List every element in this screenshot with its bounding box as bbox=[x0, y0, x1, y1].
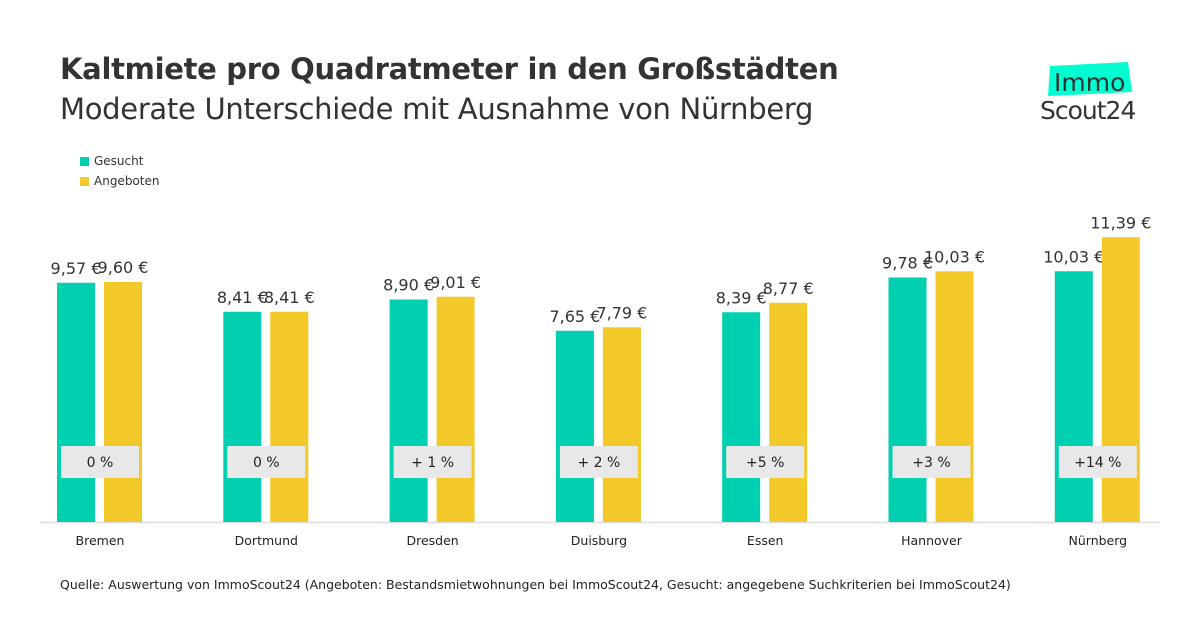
data-label: 8,77 € bbox=[763, 279, 814, 298]
data-label: 9,57 € bbox=[51, 259, 102, 278]
x-tick-label: Dresden bbox=[406, 533, 458, 548]
difference-badge bbox=[61, 446, 139, 478]
difference-badge bbox=[559, 446, 638, 478]
bar-gesucht bbox=[722, 312, 761, 522]
legend-swatch bbox=[80, 176, 89, 186]
chart-subtitle: Moderate Unterschiede mit Ausnahme von N… bbox=[60, 92, 814, 126]
difference-label: +3 % bbox=[912, 455, 950, 471]
difference-label: 0 % bbox=[87, 455, 114, 471]
bar-gesucht bbox=[888, 277, 927, 522]
svg-text:Scout24: Scout24 bbox=[1040, 96, 1135, 124]
data-label: 8,41 € bbox=[264, 288, 315, 307]
data-label: 8,41 € bbox=[217, 288, 268, 307]
bar-angeboten bbox=[436, 296, 475, 522]
data-label: 8,90 € bbox=[383, 276, 434, 295]
bar-angeboten bbox=[602, 327, 641, 522]
legend: Gesucht Angeboten bbox=[80, 151, 159, 191]
data-label: 7,79 € bbox=[596, 303, 647, 322]
x-tick-label: Dortmund bbox=[235, 533, 298, 548]
source-note: Quelle: Auswertung von ImmoScout24 (Ange… bbox=[60, 577, 1011, 592]
data-label: 9,78 € bbox=[882, 254, 933, 273]
x-tick-label: Duisburg bbox=[571, 533, 627, 548]
bar-gesucht bbox=[223, 311, 262, 522]
bar-angeboten bbox=[935, 271, 974, 522]
legend-item-gesucht: Gesucht bbox=[80, 151, 159, 171]
bar-gesucht bbox=[389, 299, 428, 522]
x-tick-label: Hannover bbox=[901, 533, 963, 548]
difference-label: + 1 % bbox=[411, 455, 454, 471]
difference-label: + 2 % bbox=[577, 455, 620, 471]
difference-badge bbox=[227, 446, 306, 478]
legend-swatch bbox=[80, 156, 89, 166]
x-tick-label: Nürnberg bbox=[1069, 533, 1128, 548]
difference-label: +14 % bbox=[1074, 455, 1121, 471]
immoscout24-logo: Immo Scout24 bbox=[1040, 62, 1136, 124]
bar-gesucht bbox=[1054, 271, 1093, 522]
difference-badge bbox=[1058, 446, 1137, 478]
difference-badge bbox=[892, 446, 971, 478]
chart-title: Kaltmiete pro Quadratmeter in den Großst… bbox=[60, 52, 839, 86]
data-label: 9,01 € bbox=[430, 273, 481, 292]
data-label: 10,03 € bbox=[1043, 247, 1104, 266]
legend-item-angeboten: Angeboten bbox=[80, 171, 159, 191]
difference-label: +5 % bbox=[746, 455, 784, 471]
x-tick-label: Bremen bbox=[76, 533, 125, 548]
data-label: 11,39 € bbox=[1090, 213, 1151, 232]
bar-gesucht bbox=[555, 330, 594, 522]
legend-label: Gesucht bbox=[94, 154, 144, 168]
bar-angeboten bbox=[769, 302, 808, 522]
data-label: 8,39 € bbox=[716, 288, 767, 307]
bar-angeboten bbox=[104, 282, 142, 522]
x-tick-label: Essen bbox=[747, 533, 784, 548]
bar-gesucht bbox=[57, 282, 95, 522]
bar-angeboten bbox=[270, 311, 309, 522]
svg-text:Immo: Immo bbox=[1054, 68, 1125, 97]
difference-label: 0 % bbox=[253, 455, 280, 471]
legend-label: Angeboten bbox=[94, 174, 160, 188]
bar-angeboten bbox=[1101, 237, 1140, 522]
data-label: 7,65 € bbox=[549, 307, 600, 326]
difference-badge bbox=[393, 446, 472, 478]
data-label: 9,60 € bbox=[98, 258, 149, 277]
difference-badge bbox=[726, 446, 805, 478]
data-label: 10,03 € bbox=[924, 247, 985, 266]
